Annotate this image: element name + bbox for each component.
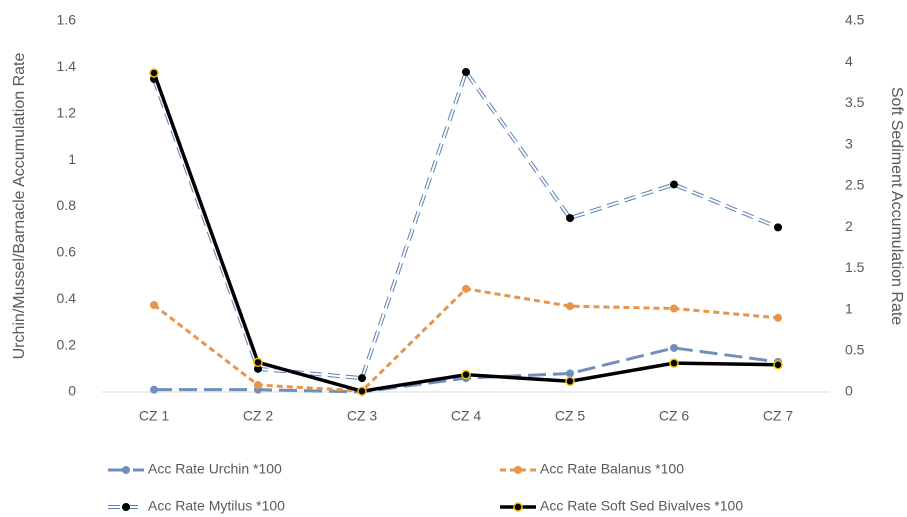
y-tick-label: 1.6 xyxy=(57,12,77,28)
marker xyxy=(149,68,159,78)
marker xyxy=(150,301,158,310)
marker xyxy=(254,381,262,390)
y-tick-label: 0.6 xyxy=(57,244,77,260)
x-tick-label: CZ 7 xyxy=(763,408,794,424)
x-tick-label: CZ 1 xyxy=(139,408,170,424)
y2-tick-label: 4 xyxy=(845,53,853,69)
y-axis-title: Urchin/Mussel/Barnacle Accumulation Rate xyxy=(11,53,28,360)
marker xyxy=(670,343,678,352)
marker xyxy=(669,358,679,368)
marker xyxy=(670,304,678,313)
y-tick-label: 0 xyxy=(68,383,76,399)
marker xyxy=(773,360,783,370)
marker xyxy=(357,386,367,396)
marker xyxy=(566,302,574,311)
legend-label: Acc Rate Mytilus *100 xyxy=(148,498,285,514)
x-tick-label: CZ 3 xyxy=(347,408,378,424)
x-tick-label: CZ 5 xyxy=(555,408,586,424)
y-tick-label: 0.4 xyxy=(57,290,77,306)
y-tick-label: 1.2 xyxy=(57,104,77,120)
y2-tick-label: 3.5 xyxy=(845,94,865,110)
x-tick-label: CZ 2 xyxy=(243,408,274,424)
marker xyxy=(462,68,470,77)
y-tick-label: 1.4 xyxy=(57,58,77,74)
x-tick-label: CZ 4 xyxy=(451,408,482,424)
marker xyxy=(253,357,263,368)
marker xyxy=(358,374,366,383)
marker xyxy=(462,284,470,293)
marker xyxy=(670,180,678,189)
marker xyxy=(774,223,782,232)
marker xyxy=(122,466,130,474)
marker xyxy=(566,214,574,223)
y2-tick-label: 2.5 xyxy=(845,177,865,193)
legend-label: Acc Rate Soft Sed Bivalves *100 xyxy=(540,498,743,514)
x-tick-label: CZ 6 xyxy=(659,408,690,424)
y2-tick-label: 0.5 xyxy=(845,341,865,357)
marker xyxy=(566,369,574,378)
legend-label: Acc Rate Urchin *100 xyxy=(148,461,282,477)
marker xyxy=(513,502,523,512)
marker xyxy=(774,313,782,322)
legend-label: Acc Rate Balanus *100 xyxy=(540,461,684,477)
y2-tick-label: 4.5 xyxy=(845,12,865,28)
y2-tick-label: 1 xyxy=(845,300,853,316)
y-tick-label: 1 xyxy=(68,151,76,167)
marker xyxy=(461,369,471,380)
marker xyxy=(122,503,130,511)
y2-tick-label: 0 xyxy=(845,383,853,399)
y2-tick-label: 2 xyxy=(845,218,853,234)
marker xyxy=(254,364,262,373)
y-tick-label: 0.2 xyxy=(57,336,77,352)
y-tick-label: 0.8 xyxy=(57,197,77,213)
marker xyxy=(565,376,575,387)
y2-tick-label: 1.5 xyxy=(845,259,865,275)
y2-axis-title: Soft Sediment Accumulation Rate xyxy=(888,87,905,325)
marker xyxy=(514,466,522,474)
y2-tick-label: 3 xyxy=(845,135,853,151)
marker xyxy=(150,385,158,394)
